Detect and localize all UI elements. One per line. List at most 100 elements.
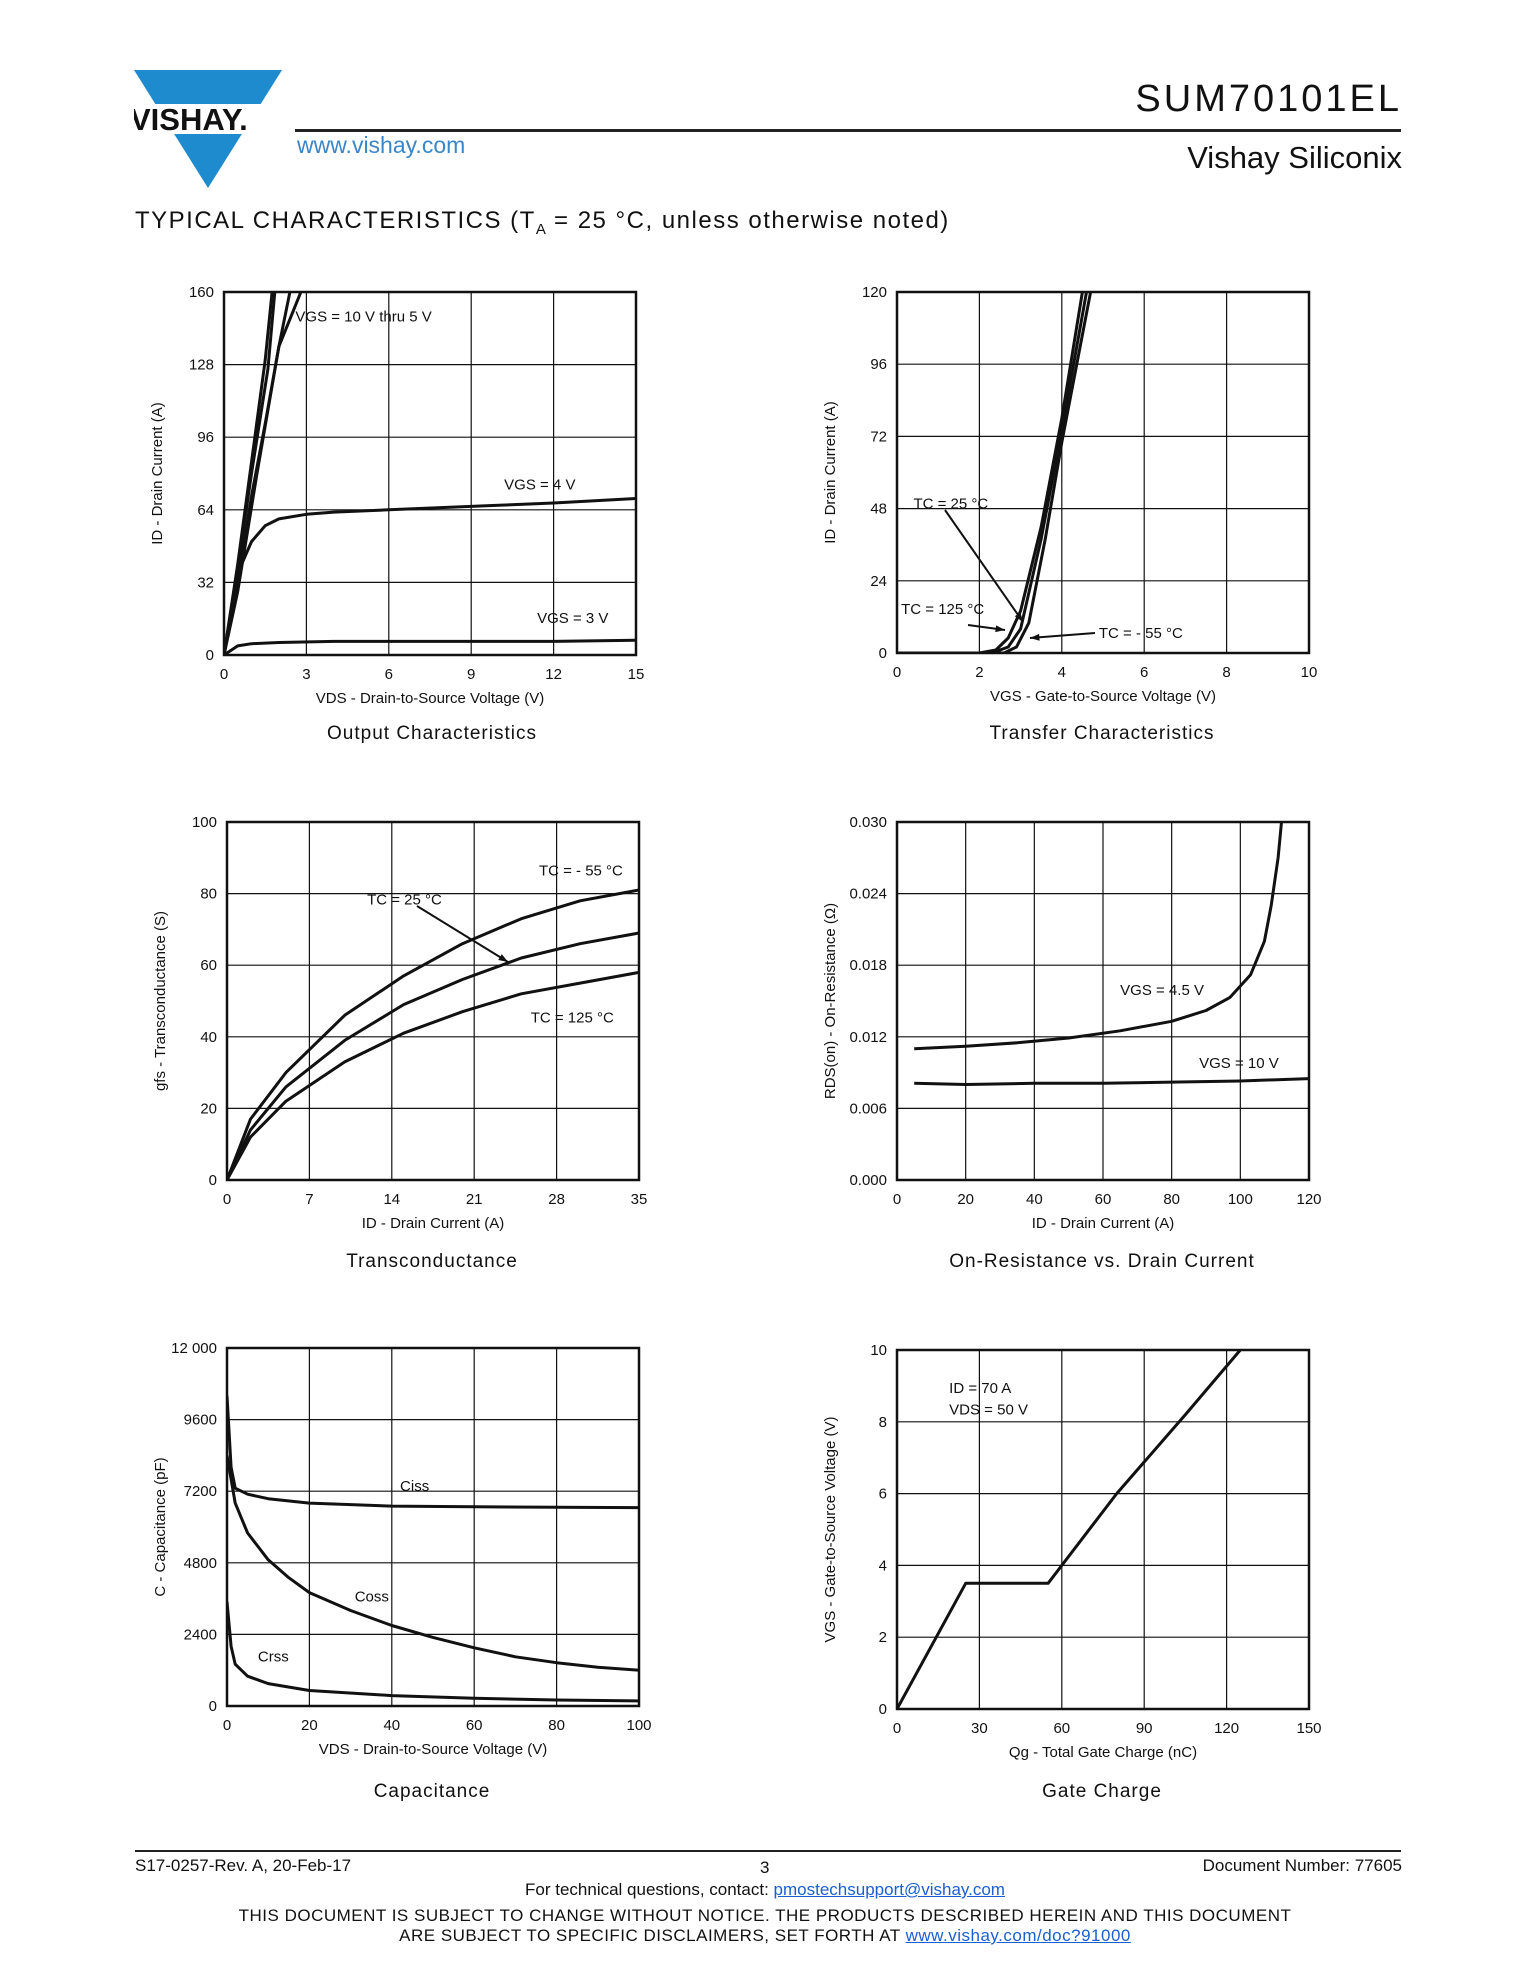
y-tick-label: 2400 — [184, 1626, 217, 1643]
x-axis-label: ID - Drain Current (A) — [362, 1215, 505, 1232]
y-axis-label: ID - Drain Current (A) — [822, 401, 839, 544]
y-tick-label: 0.030 — [849, 814, 887, 831]
x-axis-label: VGS - Gate-to-Source Voltage (V) — [990, 688, 1216, 705]
y-tick-label: 80 — [200, 886, 217, 903]
x-tick-label: 60 — [466, 1717, 483, 1734]
x-tick-label: 100 — [1228, 1191, 1253, 1208]
caption-transconductance: Transconductance — [346, 1251, 518, 1272]
annotation-label: Crss — [258, 1648, 289, 1665]
y-tick-label: 20 — [200, 1100, 217, 1117]
series-line — [224, 638, 636, 655]
y-tick-label: 4 — [879, 1557, 887, 1574]
annotation-label: TC = - 55 °C — [1099, 625, 1183, 642]
y-tick-label: 100 — [192, 814, 217, 831]
vishay-url-link[interactable]: www.vishay.com — [297, 132, 466, 158]
annotation-label: TC = 125 °C — [531, 1009, 614, 1026]
annotation-label: ID = 70 A — [949, 1380, 1011, 1397]
series-line — [224, 292, 303, 655]
x-axis-label: VDS - Drain-to-Source Voltage (V) — [319, 1741, 547, 1758]
footer-disclaimer-line1: THIS DOCUMENT IS SUBJECT TO CHANGE WITHO… — [238, 1906, 1292, 1925]
caption-on-resistance: On-Resistance vs. Drain Current — [949, 1251, 1255, 1272]
y-tick-label: 128 — [189, 357, 214, 374]
y-tick-label: 0 — [879, 645, 887, 662]
annotation-label: TC = - 55 °C — [539, 863, 623, 880]
y-axis-label: VGS - Gate-to-Source Voltage (V) — [822, 1417, 839, 1643]
disclaimer-link[interactable]: www.vishay.com/doc?91000 — [905, 1926, 1131, 1945]
x-tick-label: 20 — [957, 1191, 974, 1208]
series-line — [227, 1395, 639, 1510]
x-tick-label: 30 — [971, 1720, 988, 1737]
x-tick-label: 0 — [223, 1191, 231, 1208]
annotation-label: VGS = 4 V — [504, 476, 575, 493]
series-line — [897, 292, 1088, 653]
series-line — [227, 1601, 639, 1703]
x-axis-label: Qg - Total Gate Charge (nC) — [1009, 1744, 1197, 1761]
series-line — [914, 822, 1283, 1051]
y-tick-label: 0.018 — [849, 957, 887, 974]
x-axis-label: VDS - Drain-to-Source Voltage (V) — [316, 690, 544, 707]
y-tick-label: 160 — [189, 284, 214, 301]
y-tick-label: 96 — [197, 429, 214, 446]
leader-arrow — [944, 509, 1024, 623]
y-tick-label: 0.024 — [849, 886, 887, 903]
plot-frame — [222, 290, 638, 657]
plot-frame — [225, 820, 641, 1182]
footer-document-number: Document Number: 77605 — [1202, 1856, 1402, 1875]
annotation-label: VGS = 3 V — [537, 610, 608, 627]
caption-capacitance: Capacitance — [373, 1781, 491, 1802]
x-tick-label: 2 — [975, 664, 983, 681]
x-tick-label: 14 — [383, 1191, 400, 1208]
x-tick-label: 0 — [223, 1717, 231, 1734]
y-tick-label: 60 — [200, 957, 217, 974]
y-tick-label: 6 — [879, 1486, 887, 1503]
series-line — [914, 1077, 1309, 1086]
x-tick-label: 21 — [466, 1191, 483, 1208]
x-tick-label: 35 — [631, 1191, 648, 1208]
caption-gate-charge: Gate Charge — [1042, 1781, 1162, 1802]
x-tick-label: 9 — [467, 666, 475, 683]
plot-frame — [895, 820, 1311, 1182]
document-title: SUM70101EL — [1135, 78, 1402, 120]
chart-capacitance: 0 20 40 60 80 100 0 2400 4800 7200 9600 12 000 VDS -… — [152, 1340, 652, 1758]
y-tick-label: 12 000 — [171, 1340, 217, 1357]
series-line — [897, 292, 1093, 653]
x-tick-label: 120 — [1214, 1720, 1239, 1737]
chart-on_resistance: 0 20 40 60 80 100 120 0.000 0.006 0.012 0.018 0.024… — [822, 814, 1322, 1232]
y-axis-label: gfs - Transconductance (S) — [152, 911, 169, 1091]
x-tick-label: 80 — [548, 1717, 565, 1734]
x-tick-label: 15 — [628, 666, 645, 683]
y-tick-label: 32 — [197, 574, 214, 591]
y-axis-label: ID - Drain Current (A) — [149, 402, 166, 545]
y-tick-label: 72 — [870, 428, 887, 445]
series-line — [897, 1350, 1242, 1709]
y-tick-label: 0 — [879, 1701, 887, 1718]
plot-frame — [895, 290, 1311, 655]
support-email-link[interactable]: pmostechsupport@vishay.com — [773, 1880, 1005, 1899]
footer-contact: For technical questions, contact: pmoste… — [525, 1880, 1005, 1899]
header-rule — [295, 129, 1401, 132]
x-tick-label: 60 — [1053, 1720, 1070, 1737]
arrow-head-icon — [1030, 633, 1040, 641]
caption-transfer: Transfer Characteristics — [989, 723, 1215, 744]
company-name: Vishay Siliconix — [1187, 140, 1402, 175]
y-tick-label: 48 — [870, 501, 887, 518]
y-tick-label: 8 — [879, 1414, 887, 1431]
annotation-label: TC = 25 °C — [367, 891, 442, 908]
x-tick-label: 4 — [1058, 664, 1066, 681]
arrow-head-icon — [995, 625, 1005, 633]
series-line — [227, 931, 639, 1180]
y-tick-label: 10 — [870, 1342, 887, 1359]
footer-page-number: 3 — [760, 1858, 770, 1877]
x-tick-label: 80 — [1163, 1191, 1180, 1208]
y-axis-label: RDS(on) - On-Resistance (Ω) — [822, 903, 839, 1099]
y-tick-label: 0.006 — [849, 1100, 887, 1117]
x-tick-label: 40 — [383, 1717, 400, 1734]
annotation-label: TC = 25 °C — [913, 496, 988, 513]
leader-arrow — [1029, 632, 1096, 639]
annotation-label: Ciss — [400, 1478, 429, 1495]
x-tick-label: 90 — [1136, 1720, 1153, 1737]
x-tick-label: 0 — [893, 1720, 901, 1737]
series-line — [227, 970, 639, 1180]
x-tick-label: 10 — [1301, 664, 1318, 681]
arrow-head-icon — [1014, 612, 1023, 622]
